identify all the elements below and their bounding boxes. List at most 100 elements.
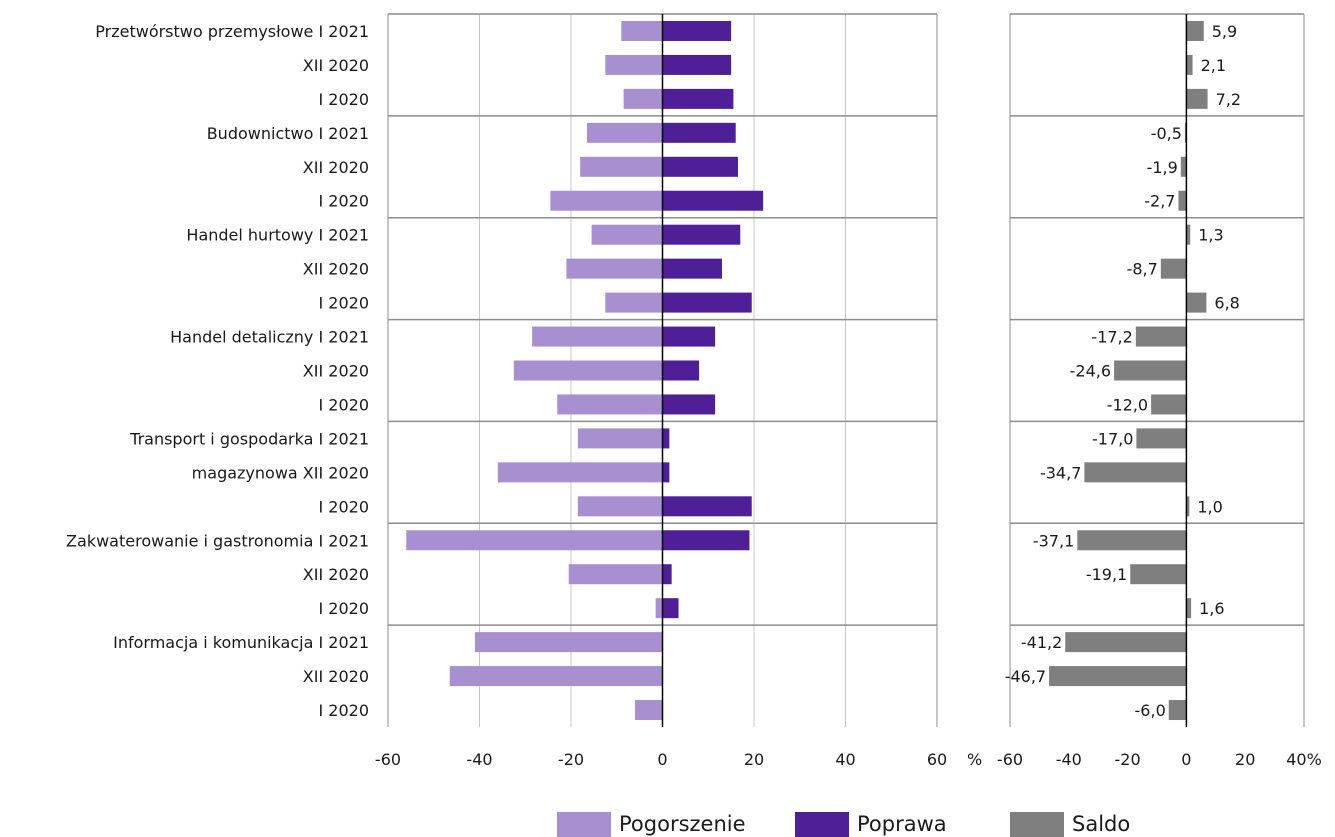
saldo-data-label: 1,0: [1197, 497, 1222, 516]
saldo-data-label: 5,9: [1212, 22, 1237, 41]
saldo-bar: [1135, 326, 1187, 347]
category-label: XII 2020: [303, 56, 369, 75]
pogorszenie-bar: [623, 88, 663, 109]
pogorszenie-bar: [605, 54, 663, 75]
left-x-tick-label: 40: [835, 750, 855, 769]
category-label: I 2020: [318, 192, 369, 211]
saldo-data-label: -6,0: [1135, 701, 1166, 720]
saldo-bar: [1049, 666, 1187, 687]
poprawa-bar: [662, 292, 752, 313]
saldo-data-label: -17,0: [1092, 429, 1133, 448]
poprawa-bar: [662, 428, 670, 449]
pogorszenie-bar: [550, 190, 663, 211]
poprawa-bar: [662, 360, 700, 381]
pogorszenie-bar: [655, 598, 663, 619]
poprawa-bar: [662, 156, 738, 177]
legend-item-poprawa: Poprawa: [795, 812, 947, 837]
left-x-tick-label: 60: [927, 750, 947, 769]
legend-swatch-pogorszenie: [557, 812, 611, 837]
saldo-data-label: -1,9: [1147, 158, 1178, 177]
category-label: Handel detaliczny I 2021: [170, 328, 369, 347]
poprawa-bar: [662, 54, 732, 75]
left-x-tick-label: -20: [558, 750, 584, 769]
poprawa-bar: [662, 88, 734, 109]
saldo-bar: [1084, 462, 1187, 483]
saldo-data-label: -41,2: [1021, 633, 1062, 652]
pogorszenie-bar: [406, 530, 663, 551]
category-label: Zakwaterowanie i gastronomia I 2021: [66, 531, 369, 550]
pogorszenie-bar: [587, 122, 663, 143]
saldo-data-label: 1,3: [1198, 226, 1223, 245]
right-x-tick-label: 0: [1181, 750, 1191, 769]
saldo-bar: [1168, 700, 1187, 721]
pogorszenie-bar: [566, 258, 663, 279]
poprawa-bar: [662, 530, 750, 551]
poprawa-bar: [662, 258, 722, 279]
pogorszenie-bar: [577, 496, 663, 517]
category-label: XII 2020: [303, 565, 369, 584]
left-x-tick-label: 20: [744, 750, 764, 769]
legend-swatch-saldo: [1010, 812, 1064, 837]
poprawa-bar: [662, 326, 716, 347]
pogorszenie-bar: [449, 666, 663, 687]
category-label: Przetwórstwo przemysłowe I 2021: [95, 22, 369, 41]
saldo-bar: [1077, 530, 1187, 551]
saldo-data-label: -17,2: [1091, 328, 1132, 347]
saldo-data-label: -19,1: [1086, 565, 1127, 584]
saldo-data-label: -37,1: [1033, 531, 1074, 550]
chart: -60 -40 -20 0 20 40 60 % Przetwórstwo przemysłow…: [66, 13, 1322, 769]
category-label: Informacja i komunikacja I 2021: [113, 633, 369, 652]
saldo-data-label: 1,6: [1199, 599, 1224, 618]
saldo-data-label: 6,8: [1214, 294, 1239, 313]
pogorszenie-bar: [621, 20, 663, 41]
category-label: I 2020: [318, 701, 369, 720]
saldo-bar: [1186, 54, 1193, 75]
saldo-bar: [1130, 564, 1187, 585]
saldo-bar: [1178, 190, 1187, 211]
legend-label-pogorszenie: Pogorszenie: [619, 812, 746, 836]
saldo-bar: [1065, 632, 1187, 653]
poprawa-bar: [662, 496, 752, 517]
pogorszenie-bar: [532, 326, 663, 347]
poprawa-bar: [662, 122, 736, 143]
saldo-data-label: -34,7: [1040, 463, 1081, 482]
pogorszenie-bar: [577, 428, 663, 449]
pogorszenie-bar: [605, 292, 663, 313]
category-label: Budownictwo I 2021: [207, 124, 369, 143]
category-label: I 2020: [318, 599, 369, 618]
category-label: I 2020: [318, 294, 369, 313]
saldo-data-label: -0,5: [1151, 124, 1182, 143]
poprawa-bar: [662, 20, 732, 41]
poprawa-bar: [662, 394, 716, 415]
saldo-bar: [1186, 496, 1190, 517]
legend: Pogorszenie Poprawa Saldo: [0, 812, 1335, 837]
right-x-tick-label: -40: [1056, 750, 1082, 769]
poprawa-bar: [662, 598, 679, 619]
left-x-tick-label: -40: [466, 750, 492, 769]
saldo-bar: [1186, 598, 1192, 619]
pogorszenie-bar: [513, 360, 663, 381]
legend-swatch-poprawa: [795, 812, 849, 837]
category-label: magazynowa XII 2020: [192, 463, 369, 482]
poprawa-bar: [662, 564, 672, 585]
legend-item-saldo: Saldo: [1010, 812, 1130, 837]
saldo-data-label: 7,2: [1216, 90, 1241, 109]
left-x-tick-label: -60: [375, 750, 401, 769]
legend-label-poprawa: Poprawa: [857, 812, 947, 836]
saldo-data-label: -46,7: [1005, 667, 1046, 686]
right-x-tick-label: -20: [1115, 750, 1141, 769]
saldo-bar: [1186, 224, 1191, 245]
saldo-data-label: 2,1: [1201, 56, 1226, 75]
poprawa-bar: [662, 190, 764, 211]
category-label: Handel hurtowy I 2021: [186, 226, 369, 245]
category-label: XII 2020: [303, 158, 369, 177]
saldo-bar: [1114, 360, 1187, 381]
saldo-bar: [1186, 292, 1207, 313]
pogorszenie-bar: [635, 700, 663, 721]
category-label: XII 2020: [303, 667, 369, 686]
saldo-bar: [1180, 156, 1187, 177]
pogorszenie-bar: [568, 564, 663, 585]
saldo-data-label: -8,7: [1127, 260, 1158, 279]
pogorszenie-bar: [591, 224, 663, 245]
pogorszenie-bar: [474, 632, 663, 653]
